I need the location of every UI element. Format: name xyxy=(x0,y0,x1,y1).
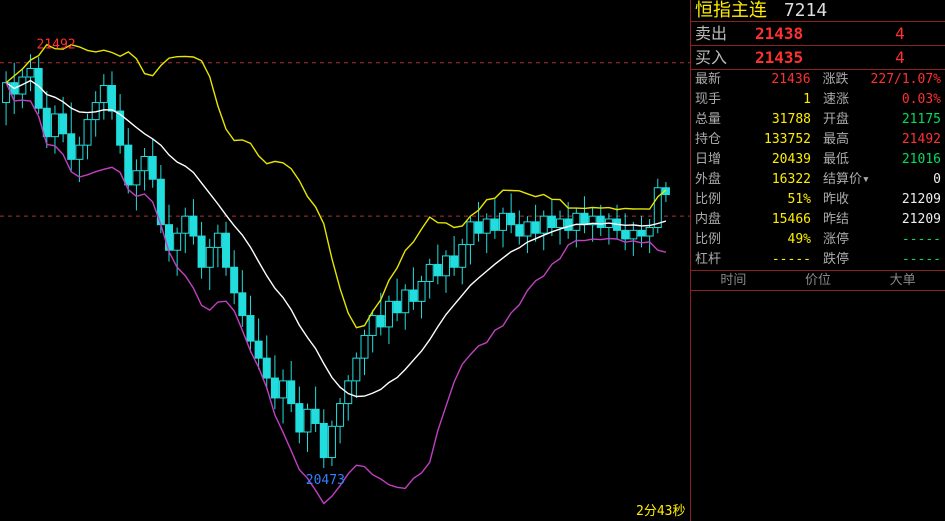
quote-value: 0.03% xyxy=(871,90,945,110)
quote-row: 日增20439最低21016 xyxy=(691,150,945,170)
bid-label: 买入 xyxy=(691,46,735,69)
quote-value: 20439 xyxy=(731,150,819,170)
svg-text:20473: 20473 xyxy=(306,473,345,488)
quote-label: 速涨 xyxy=(819,90,871,110)
quote-label: 现手 xyxy=(691,90,731,110)
candlestick-chart: 21492 20473 xyxy=(0,0,690,521)
quote-value: 15466 xyxy=(731,210,819,230)
quote-label: 最低 xyxy=(819,150,871,170)
tick-header: 时间 价位 大单 xyxy=(691,271,945,291)
quote-row: 最新21436涨跌227/1.07% xyxy=(691,70,945,90)
quote-value: 21209 xyxy=(871,210,945,230)
quote-label: 跌停 xyxy=(819,250,871,270)
tick-col-time: 时间 xyxy=(691,271,776,290)
quote-value: 0 xyxy=(871,170,945,190)
svg-text:21492: 21492 xyxy=(37,37,76,52)
bar-countdown: 2分43秒 xyxy=(636,500,685,519)
quote-label: 涨跌 xyxy=(819,70,871,90)
quote-label: 日增 xyxy=(691,150,731,170)
quote-value: ----- xyxy=(731,250,819,270)
quote-value: 133752 xyxy=(731,130,819,150)
quote-row: 杠杆-----跌停----- xyxy=(691,250,945,270)
quote-row: 持仓133752最高21492 xyxy=(691,130,945,150)
instrument-code: 7214 xyxy=(784,0,827,21)
bid-row: 买入 21435 4 xyxy=(691,46,945,70)
quote-panel: 恒指主连 7214 卖出 21438 4 买入 21435 4 最新21436涨… xyxy=(690,0,945,521)
quote-label: 昨收 xyxy=(819,190,871,210)
quote-row: 比例51%昨收21209 xyxy=(691,190,945,210)
ask-qty: 4 xyxy=(855,22,945,45)
quote-value: 21492 xyxy=(871,130,945,150)
tick-col-price: 价位 xyxy=(776,271,861,290)
instrument-title[interactable]: 恒指主连 7214 xyxy=(691,0,945,22)
ask-row: 卖出 21438 4 xyxy=(691,22,945,46)
quote-value: 16322 xyxy=(731,170,819,190)
instrument-name: 恒指主连 xyxy=(695,0,767,21)
ask-label: 卖出 xyxy=(691,22,735,45)
quote-label: 最高 xyxy=(819,130,871,150)
quote-row: 内盘15466昨结21209 xyxy=(691,210,945,230)
quote-value: 21436 xyxy=(731,70,819,90)
bid-price: 21435 xyxy=(735,46,855,69)
quote-row: 比例49%涨停----- xyxy=(691,230,945,250)
quote-label: 比例 xyxy=(691,230,731,250)
quote-label: 杠杆 xyxy=(691,250,731,270)
chart-area[interactable]: 21492 20473 2分43秒 xyxy=(0,0,690,521)
quote-value: 227/1.07% xyxy=(871,70,945,90)
quote-value: 1 xyxy=(731,90,819,110)
quote-row: 外盘16322结算价▾0 xyxy=(691,170,945,190)
quote-label: 最新 xyxy=(691,70,731,90)
quote-value: 21016 xyxy=(871,150,945,170)
quote-row: 现手1速涨0.03% xyxy=(691,90,945,110)
quote-grid: 最新21436涨跌227/1.07%现手1速涨0.03%总量31788开盘211… xyxy=(691,70,945,271)
quote-value: ----- xyxy=(871,250,945,270)
quote-row: 总量31788开盘21175 xyxy=(691,110,945,130)
quote-value: 31788 xyxy=(731,110,819,130)
quote-value: 49% xyxy=(731,230,819,250)
quote-label: 比例 xyxy=(691,190,731,210)
quote-value: 21175 xyxy=(871,110,945,130)
quote-label: 涨停 xyxy=(819,230,871,250)
quote-label: 总量 xyxy=(691,110,731,130)
bid-qty: 4 xyxy=(855,46,945,69)
quote-value: 51% xyxy=(731,190,819,210)
quote-label: 外盘 xyxy=(691,170,731,190)
quote-label: 持仓 xyxy=(691,130,731,150)
quote-value: ----- xyxy=(871,230,945,250)
quote-value: 21209 xyxy=(871,190,945,210)
tick-col-size: 大单 xyxy=(860,271,945,290)
quote-label: 内盘 xyxy=(691,210,731,230)
quote-label: 开盘 xyxy=(819,110,871,130)
quote-label: 结算价▾ xyxy=(819,170,871,190)
ask-price: 21438 xyxy=(735,22,855,45)
quote-label: 昨结 xyxy=(819,210,871,230)
